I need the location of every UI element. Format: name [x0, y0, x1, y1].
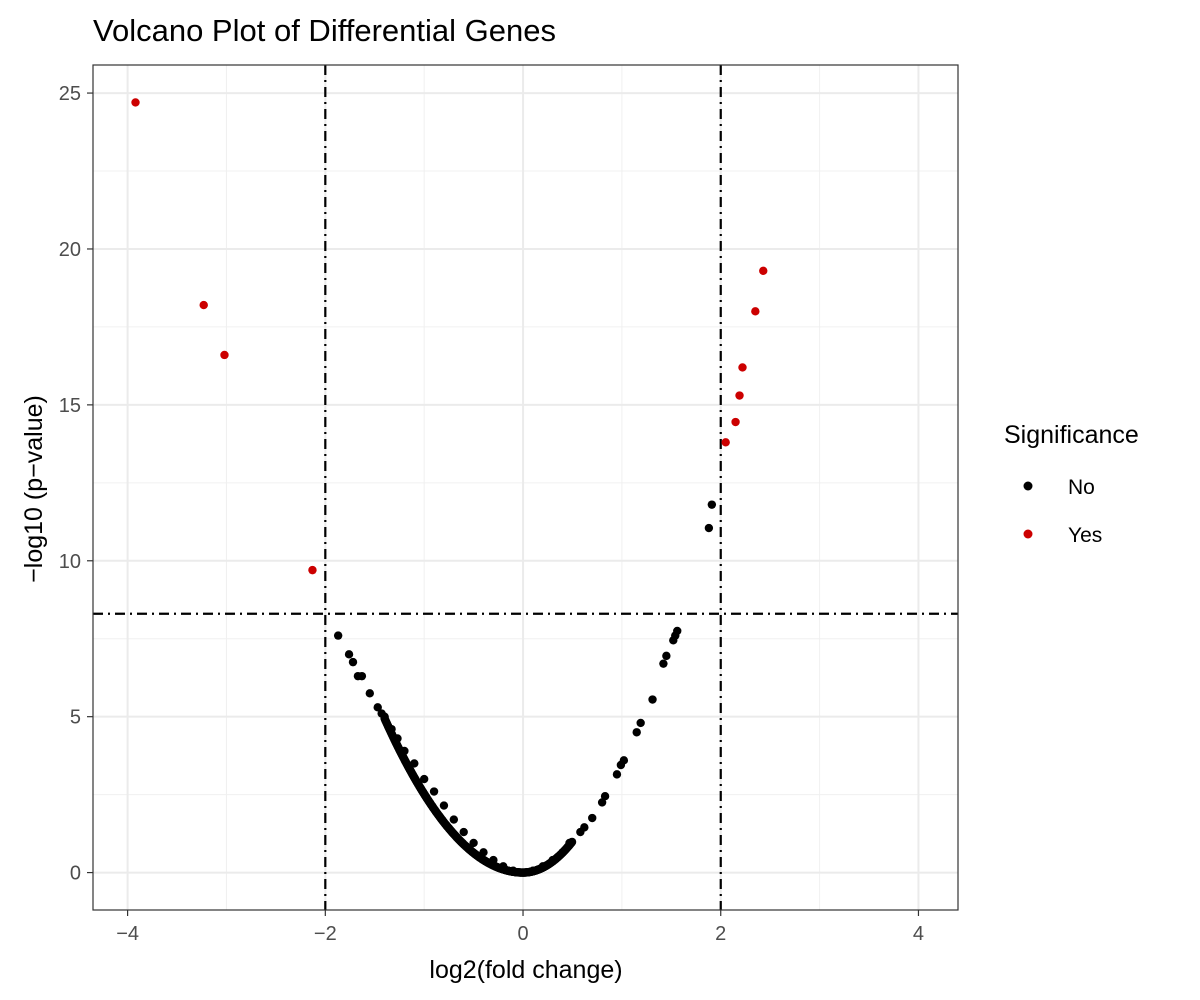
- legend-key-yes: [1023, 529, 1033, 539]
- legend-title: Significance: [1004, 421, 1139, 449]
- data-point-no: [518, 868, 528, 877]
- x-tick-label: 4: [913, 923, 924, 945]
- y-tick-label: 0: [70, 863, 81, 885]
- plot-panel: [92, 64, 959, 911]
- data-point-no: [600, 791, 610, 801]
- data-point-no: [344, 650, 354, 659]
- data-point-no: [662, 651, 671, 661]
- legend-label-no: No: [1068, 476, 1095, 499]
- data-point-yes: [759, 266, 768, 275]
- x-tick-label: 0: [517, 923, 528, 945]
- y-tick-label: 25: [59, 83, 81, 105]
- data-point-no: [365, 689, 374, 698]
- data-point-no: [659, 659, 668, 668]
- data-point-no: [400, 746, 409, 756]
- x-tick-label: 2: [715, 923, 726, 945]
- y-tick-label: 20: [59, 239, 81, 261]
- data-point-no: [380, 712, 389, 721]
- data-point-no: [558, 848, 567, 857]
- x-axis: −4 −2 0 2 4: [116, 910, 924, 945]
- data-point-no: [429, 787, 439, 796]
- data-point-no: [612, 770, 622, 779]
- data-point-no: [410, 759, 419, 768]
- legend: Significance No Yes: [1004, 421, 1139, 547]
- y-axis: 0 5 10 15 20 25: [59, 83, 93, 885]
- data-point-no: [565, 838, 574, 848]
- data-point-yes: [731, 417, 740, 427]
- y-axis-title: −log10 (p−value): [20, 395, 48, 583]
- data-point-no: [707, 500, 717, 509]
- data-point-yes: [131, 98, 140, 107]
- data-point-no: [419, 774, 429, 784]
- data-point-yes: [735, 391, 744, 400]
- data-point-yes: [220, 350, 229, 360]
- data-point-no: [333, 631, 343, 640]
- data-point-yes: [721, 438, 730, 447]
- data-point-no: [648, 695, 657, 704]
- data-point-no: [357, 671, 367, 681]
- data-point-yes: [308, 565, 317, 575]
- data-point-no: [387, 724, 396, 734]
- legend-label-yes: Yes: [1068, 524, 1102, 547]
- data-point-no: [469, 838, 478, 848]
- data-point-yes: [751, 307, 760, 316]
- y-tick-label: 5: [70, 707, 81, 729]
- data-point-no: [449, 815, 459, 824]
- data-point-no: [439, 801, 449, 810]
- data-point-no: [479, 848, 488, 857]
- chart-title: Volcano Plot of Differential Genes: [93, 13, 556, 48]
- data-point-no: [673, 626, 682, 636]
- y-tick-label: 10: [59, 551, 81, 573]
- data-point-no: [489, 855, 498, 865]
- data-point-no: [393, 734, 402, 743]
- data-point-yes: [738, 363, 747, 372]
- x-axis-title: log2(fold change): [429, 956, 622, 984]
- data-point-no: [636, 718, 645, 728]
- data-point-yes: [199, 300, 208, 310]
- data-point-no: [528, 866, 538, 875]
- data-point-no: [348, 657, 358, 667]
- data-point-no: [499, 862, 508, 871]
- data-point-no: [459, 827, 468, 837]
- data-point-no: [597, 798, 607, 807]
- x-tick-label: −2: [314, 923, 337, 945]
- panel-border: [92, 64, 959, 911]
- x-tick-label: −4: [116, 923, 139, 945]
- data-point-no: [373, 703, 382, 712]
- data-point-no: [580, 823, 589, 832]
- data-point-no: [704, 523, 714, 533]
- data-point-no: [548, 855, 557, 865]
- data-point-no: [588, 813, 597, 823]
- data-point-no: [508, 866, 518, 875]
- y-tick-label: 15: [59, 395, 81, 417]
- data-point-no: [538, 862, 547, 871]
- data-point-no: [619, 756, 629, 765]
- data-point-no: [632, 728, 641, 737]
- legend-key-no: [1023, 481, 1033, 491]
